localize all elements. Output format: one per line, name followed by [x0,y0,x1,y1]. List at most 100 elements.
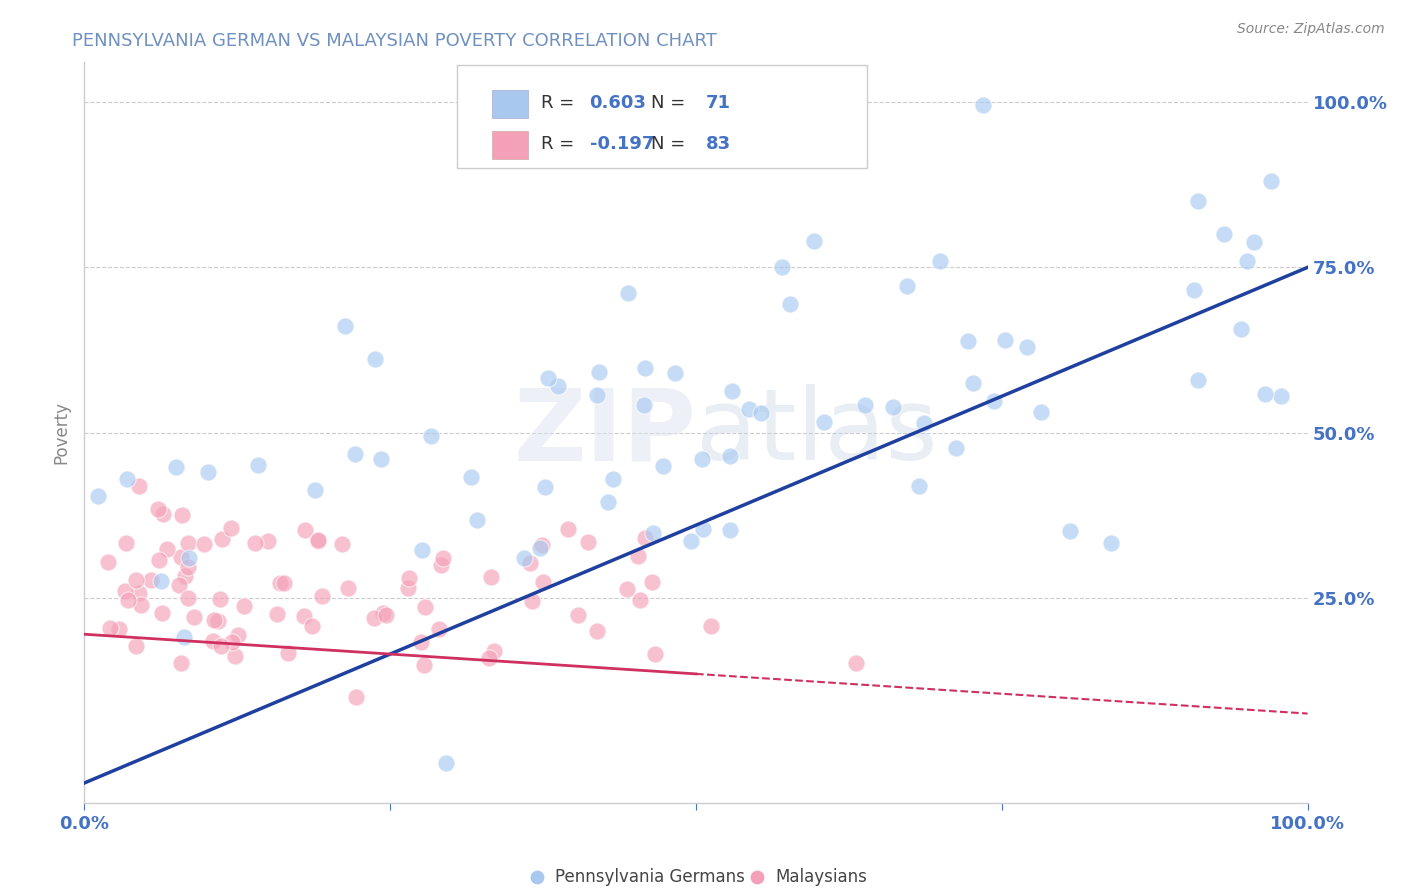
Point [1029,405,1052,419]
Text: 83: 83 [706,135,731,153]
Point [373,606,395,620]
Point [520,594,543,608]
Point [149,574,172,588]
Point [853,398,876,412]
Point [1230,321,1253,335]
Point [170,656,193,670]
Point [197,465,219,479]
Point [1254,386,1277,401]
Text: PENNSYLVANIA GERMAN VS MALAYSIAN POVERTY CORRELATION CHART: PENNSYLVANIA GERMAN VS MALAYSIAN POVERTY… [72,32,717,50]
Point [962,376,984,391]
Point [616,285,638,300]
Point [557,522,579,536]
Text: R =: R = [541,94,579,112]
Point [219,521,242,535]
Point [928,253,950,268]
Point [173,630,195,644]
Point [169,578,191,592]
Point [1236,254,1258,268]
Point [576,535,599,549]
Point [634,531,657,545]
Point [536,371,558,385]
Point [307,533,329,548]
Point [346,690,368,704]
Point [519,556,541,570]
Point [98,621,121,635]
Point [128,586,150,600]
Point [375,608,398,623]
Point [432,551,454,566]
Point [652,459,675,474]
Y-axis label: Poverty: Poverty [52,401,70,464]
Point [749,406,772,420]
Point [770,260,793,275]
Point [588,365,610,379]
Point [664,366,686,380]
Point [336,581,359,595]
Point [114,583,136,598]
Point [845,657,868,671]
Point [479,570,502,584]
Point [125,573,148,587]
Point [641,526,664,541]
Point [896,278,918,293]
Text: ZIP: ZIP [513,384,696,481]
Point [813,415,835,429]
Point [547,379,569,393]
Point [526,822,548,837]
Point [211,533,233,547]
Point [107,622,129,636]
Point [115,536,138,550]
Point [117,592,139,607]
Point [87,489,110,503]
Point [640,574,662,589]
Point [363,611,385,625]
Point [567,607,589,622]
Point [616,582,638,597]
Point [534,480,557,494]
Point [1187,373,1209,387]
Point [627,549,650,563]
Point [602,472,624,486]
Point [148,553,170,567]
Text: 0.603: 0.603 [589,94,647,112]
Point [129,598,152,612]
Point [269,575,291,590]
Text: -0.197: -0.197 [589,135,654,153]
Point [364,351,387,366]
Point [1243,235,1265,249]
Point [224,649,246,664]
Text: 71: 71 [706,94,731,112]
Point [273,575,295,590]
Point [277,647,299,661]
Point [747,822,769,837]
Point [330,537,353,551]
Point [679,533,702,548]
Point [396,582,419,596]
Point [177,551,200,566]
Point [150,606,173,620]
Point [478,651,501,665]
Point [307,533,329,548]
Point [596,495,619,509]
Point [1182,283,1205,297]
Point [1017,340,1039,354]
Point [994,333,1017,347]
Point [427,623,450,637]
Point [738,402,761,417]
Point [908,478,931,492]
Point [531,538,554,552]
Point [304,483,326,498]
Point [531,574,554,589]
Point [209,639,232,653]
Text: Malaysians: Malaysians [776,868,868,886]
Point [152,507,174,521]
Point [1260,174,1282,188]
Point [292,608,315,623]
Point [413,599,436,614]
Point [257,534,280,549]
Point [125,639,148,653]
Point [165,459,187,474]
Point [170,549,193,564]
Point [983,393,1005,408]
